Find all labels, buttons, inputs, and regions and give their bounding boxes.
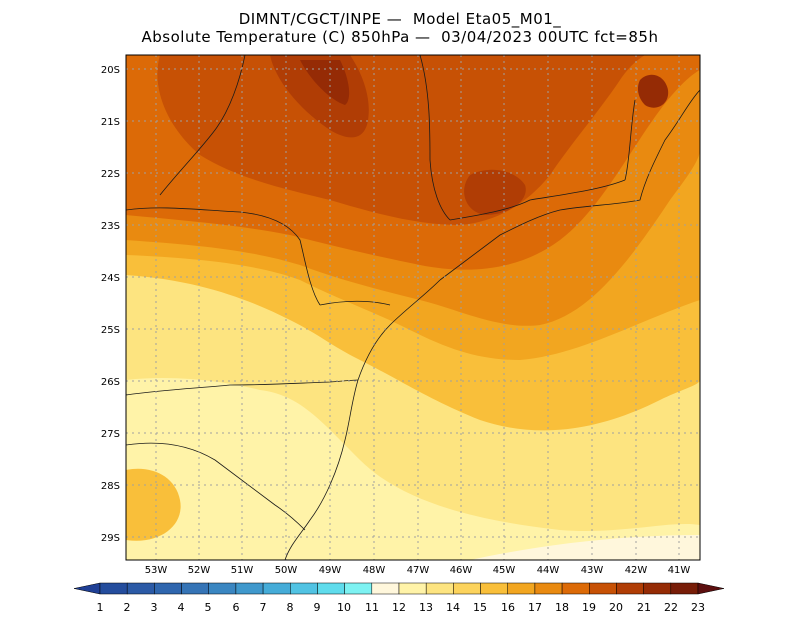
colorbar-swatch [398, 582, 427, 595]
colorbar-swatch [425, 582, 454, 595]
colorbar-label: 18 [555, 601, 569, 614]
colorbar-label: 12 [392, 601, 406, 614]
colorbar-swatch [235, 582, 264, 595]
border-mg-rj [449, 179, 626, 221]
colorbar-swatch [589, 582, 617, 595]
lon-tick-label: 41W [668, 565, 691, 576]
field-band-21-north [300, 60, 350, 105]
colorbar-swatch [154, 582, 182, 595]
lat-tick-label: 28S [101, 481, 120, 492]
colorbar-label: 8 [287, 601, 294, 614]
field-band-12 [470, 535, 700, 560]
colorbar-swatch [317, 582, 345, 595]
lat-tick-label: 21S [101, 117, 120, 128]
colorbar-swatch [371, 582, 400, 595]
temperature-field [126, 55, 700, 560]
colorbar-label: 23 [691, 601, 705, 614]
colorbar-swatch [643, 582, 672, 595]
colorbar-swatch [99, 582, 128, 595]
lat-tick-label: 20S [101, 65, 120, 76]
lon-tick-label: 49W [319, 565, 342, 576]
lon-tick-labels: 53W 52W 51W 50W 49W 48W 47W 46W 45W 44W … [145, 565, 691, 576]
map-frame [125, 54, 701, 561]
colorbar-label: 15 [473, 601, 487, 614]
colorbar-label: 16 [501, 601, 515, 614]
lat-tick-label: 23S [101, 221, 120, 232]
colorbar-swatch [181, 582, 209, 595]
lon-tick-label: 43W [581, 565, 604, 576]
map-grid [126, 55, 700, 560]
border-pr-sp [319, 300, 391, 306]
lon-tick-label: 45W [493, 565, 516, 576]
colorbar-label: 1 [97, 601, 104, 614]
colorbar-label: 19 [582, 601, 596, 614]
lon-tick-label: 47W [407, 565, 430, 576]
lat-tick-label: 29S [101, 533, 120, 544]
colorbar-label: 14 [446, 601, 460, 614]
colorbar-arrow-right [697, 582, 725, 595]
border-ms-go [159, 55, 246, 196]
border-ms-pr [126, 207, 321, 306]
colorbar-label: 17 [528, 601, 542, 614]
colorbar-swatch [208, 582, 237, 595]
lon-tick-label: 53W [145, 565, 168, 576]
lat-tick-label: 22S [101, 169, 120, 180]
colorbar-labels: 1 2 3 4 5 6 7 8 9 10 11 12 13 14 15 16 1… [97, 601, 706, 614]
border-mg-es [624, 99, 636, 181]
lat-tick-label: 26S [101, 377, 120, 388]
lat-tick-label: 27S [101, 429, 120, 440]
map-title-line2: Absolute Temperature (C) 850hPa — 03/04/… [141, 28, 659, 46]
colorbar-swatch [262, 582, 291, 595]
lon-tick-label: 52W [188, 565, 211, 576]
colorbar-label: 11 [365, 601, 379, 614]
colorbar-label: 4 [178, 601, 185, 614]
colorbar-swatch [561, 582, 590, 595]
field-band-20-east [464, 169, 526, 215]
colorbar-label: 7 [260, 601, 267, 614]
colorbar-label: 2 [124, 601, 131, 614]
colorbar-swatch [344, 582, 373, 595]
coastline-sp-rj [439, 89, 700, 281]
lon-tick-label: 44W [537, 565, 560, 576]
colorbar-swatch [126, 582, 155, 595]
colorbar-swatch [453, 582, 481, 595]
map-title-line1: DIMNT/CGCT/INPE — Model Eta05_M01_ [238, 10, 562, 28]
colorbar-swatch [534, 582, 563, 595]
lon-tick-label: 42W [625, 565, 648, 576]
colorbar [73, 582, 725, 595]
colorbar-swatch [507, 582, 536, 595]
colorbar-arrow-left [73, 582, 101, 595]
lon-tick-label: 46W [450, 565, 473, 576]
border-sp-mg [419, 55, 451, 221]
colorbar-label: 21 [637, 601, 651, 614]
colorbar-label: 10 [337, 601, 351, 614]
colorbar-swatch [616, 582, 644, 595]
colorbar-label: 5 [205, 601, 212, 614]
coastline-south [284, 279, 441, 560]
lon-tick-label: 48W [363, 565, 386, 576]
lon-tick-label: 50W [275, 565, 298, 576]
colorbar-label: 22 [664, 601, 678, 614]
lon-tick-label: 51W [231, 565, 254, 576]
political-borders [126, 55, 700, 560]
field-band-15-sw [126, 468, 181, 541]
colorbar-label: 3 [151, 601, 158, 614]
lat-tick-labels: 20S 21S 22S 23S 24S 25S 26S 27S 28S 29S [101, 65, 120, 544]
lat-tick-label: 24S [101, 273, 120, 284]
border-sc-rs [126, 442, 306, 531]
colorbar-label: 9 [314, 601, 321, 614]
colorbar-swatch [480, 582, 508, 595]
colorbar-label: 20 [609, 601, 623, 614]
lat-tick-label: 25S [101, 325, 120, 336]
field-band-13 [126, 378, 700, 560]
colorbar-swatch [290, 582, 318, 595]
colorbar-label: 13 [419, 601, 433, 614]
colorbar-swatch [670, 582, 699, 595]
field-band-21-east [637, 74, 669, 108]
colorbar-label: 6 [233, 601, 240, 614]
